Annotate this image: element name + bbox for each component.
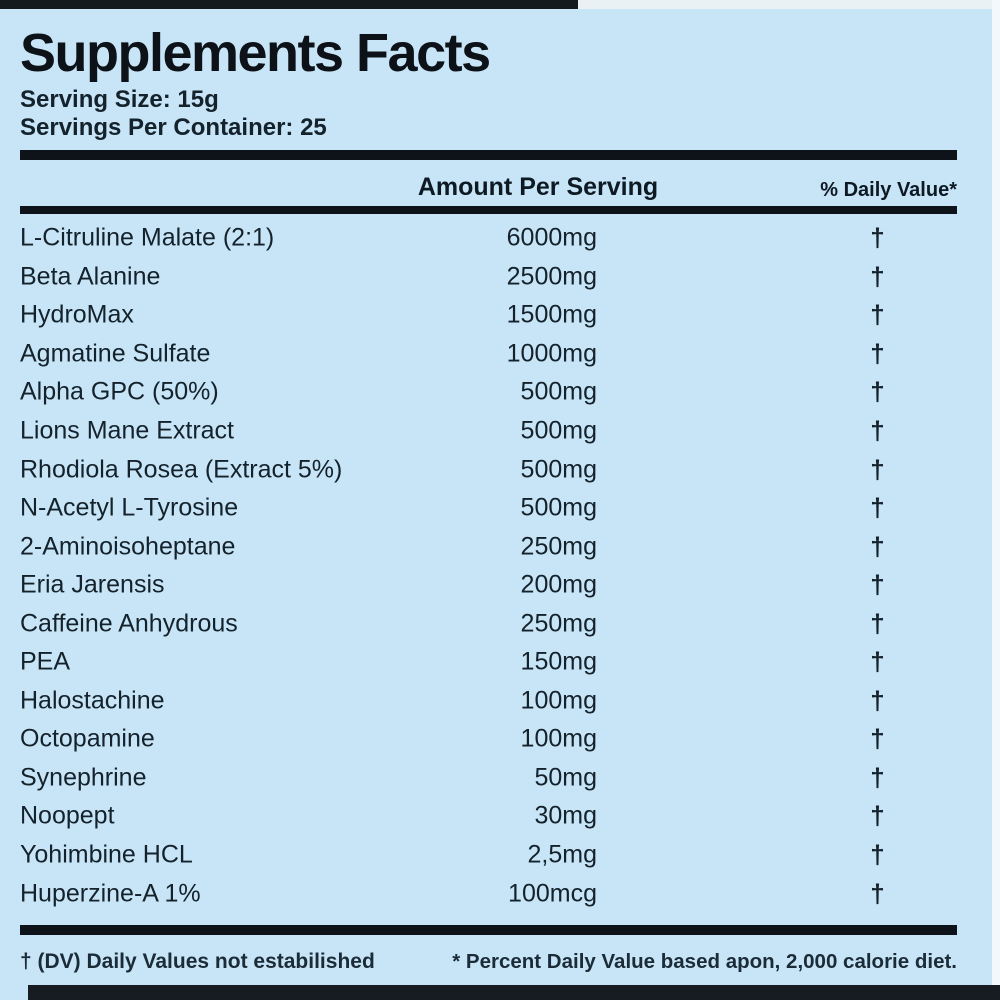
daily-value-dagger: † <box>870 531 885 562</box>
footnote-percent-dv: * Percent Daily Value based apon, 2,000 … <box>452 950 957 973</box>
ingredient-amount: 150mg <box>520 647 597 676</box>
ingredient-name: HydroMax <box>20 300 134 329</box>
divider-thick-top <box>20 150 957 160</box>
daily-value-dagger: † <box>870 492 885 523</box>
table-row: PEA 150mg † <box>0 643 1000 682</box>
daily-value-dagger: † <box>870 415 885 446</box>
table-row: Huperzine-A 1% 100mcg † <box>0 874 1000 913</box>
table-row: Yohimbine HCL 2,5mg † <box>0 836 1000 875</box>
ingredient-amount: 500mg <box>520 416 597 445</box>
ingredient-amount: 100mcg <box>508 879 597 908</box>
ingredients-table-body: L-Citruline Malate (2:1) 6000mg † Beta Alan… <box>0 219 1000 913</box>
table-row: Caffeine Anhydrous 250mg † <box>0 604 1000 643</box>
ingredient-amount: 500mg <box>520 455 597 484</box>
daily-value-dagger: † <box>870 338 885 369</box>
daily-value-dagger: † <box>870 646 885 677</box>
daily-value-dagger: † <box>870 261 885 292</box>
ingredient-name: 2-Aminoisoheptane <box>20 532 236 561</box>
daily-value-dagger: † <box>870 454 885 485</box>
ingredient-amount: 250mg <box>520 609 597 638</box>
daily-value-dagger: † <box>870 569 885 600</box>
table-row: Rhodiola Rosea (Extract 5%) 500mg † <box>0 450 1000 489</box>
daily-value-dagger: † <box>870 762 885 793</box>
ingredient-name: Huperzine-A 1% <box>20 879 201 908</box>
ingredient-name: Halostachine <box>20 686 165 715</box>
ingredient-name: Lions Mane Extract <box>20 416 234 445</box>
table-row: Eria Jarensis 200mg † <box>0 566 1000 605</box>
top-edge-bar <box>0 0 578 9</box>
table-row: Octopamine 100mg † <box>0 720 1000 759</box>
ingredient-amount: 500mg <box>520 377 597 406</box>
divider-under-header <box>20 206 957 214</box>
ingredient-amount: 2500mg <box>506 262 597 291</box>
ingredient-name: Noopept <box>20 801 115 830</box>
bottom-edge-bar <box>28 985 1000 1000</box>
ingredient-name: Eria Jarensis <box>20 570 165 599</box>
ingredient-amount: 500mg <box>520 493 597 522</box>
daily-value-dagger: † <box>870 685 885 716</box>
table-row: L-Citruline Malate (2:1) 6000mg † <box>0 219 1000 258</box>
table-row: Alpha GPC (50%) 500mg † <box>0 373 1000 412</box>
servings-per-container-text: Servings Per Container: 25 <box>20 114 327 141</box>
right-edge-strip <box>992 0 1000 1000</box>
ingredient-name: Beta Alanine <box>20 262 161 291</box>
ingredient-amount: 200mg <box>520 570 597 599</box>
divider-above-footnotes <box>20 925 957 935</box>
ingredient-name: Yohimbine HCL <box>20 840 193 869</box>
daily-value-dagger: † <box>870 376 885 407</box>
column-header-daily-value: % Daily Value* <box>820 179 957 201</box>
ingredient-name: Caffeine Anhydrous <box>20 609 238 638</box>
ingredient-amount: 1000mg <box>506 339 597 368</box>
ingredient-name: L-Citruline Malate (2:1) <box>20 223 275 252</box>
ingredient-amount: 250mg <box>520 532 597 561</box>
ingredient-name: Synephrine <box>20 763 147 792</box>
ingredient-name: Alpha GPC (50%) <box>20 377 219 406</box>
daily-value-dagger: † <box>870 299 885 330</box>
daily-value-dagger: † <box>870 723 885 754</box>
ingredient-amount: 2,5mg <box>527 840 597 869</box>
daily-value-dagger: † <box>870 608 885 639</box>
ingredient-amount: 100mg <box>520 724 597 753</box>
ingredient-name: Octopamine <box>20 724 155 753</box>
top-edge-light-strip <box>578 0 1000 9</box>
ingredient-amount: 50mg <box>534 763 597 792</box>
daily-value-dagger: † <box>870 800 885 831</box>
table-row: Halostachine 100mg † <box>0 682 1000 721</box>
ingredient-amount: 6000mg <box>506 223 597 252</box>
table-row: Agmatine Sulfate 1000mg † <box>0 335 1000 374</box>
table-row: 2-Aminoisoheptane 250mg † <box>0 527 1000 566</box>
ingredient-name: PEA <box>20 647 71 676</box>
footnote-daily-values: † (DV) Daily Values not estabilished <box>20 950 375 973</box>
ingredient-amount: 1500mg <box>506 300 597 329</box>
table-row: Lions Mane Extract 500mg † <box>0 412 1000 451</box>
ingredient-amount: 100mg <box>520 686 597 715</box>
serving-size-text: Serving Size: 15g <box>20 86 219 113</box>
ingredient-name: N-Acetyl L-Tyrosine <box>20 493 239 522</box>
table-row: Synephrine 50mg † <box>0 759 1000 798</box>
ingredient-amount: 30mg <box>534 801 597 830</box>
table-row: Noopept 30mg † <box>0 797 1000 836</box>
table-row: HydroMax 1500mg † <box>0 296 1000 335</box>
ingredient-name: Agmatine Sulfate <box>20 339 211 368</box>
daily-value-dagger: † <box>870 222 885 253</box>
label-title: Supplements Facts <box>20 23 491 83</box>
daily-value-dagger: † <box>870 839 885 870</box>
table-row: N-Acetyl L-Tyrosine 500mg † <box>0 489 1000 528</box>
daily-value-dagger: † <box>870 878 885 909</box>
column-header-amount: Amount Per Serving <box>417 173 659 201</box>
table-row: Beta Alanine 2500mg † <box>0 258 1000 297</box>
ingredient-name: Rhodiola Rosea (Extract 5%) <box>20 455 343 484</box>
